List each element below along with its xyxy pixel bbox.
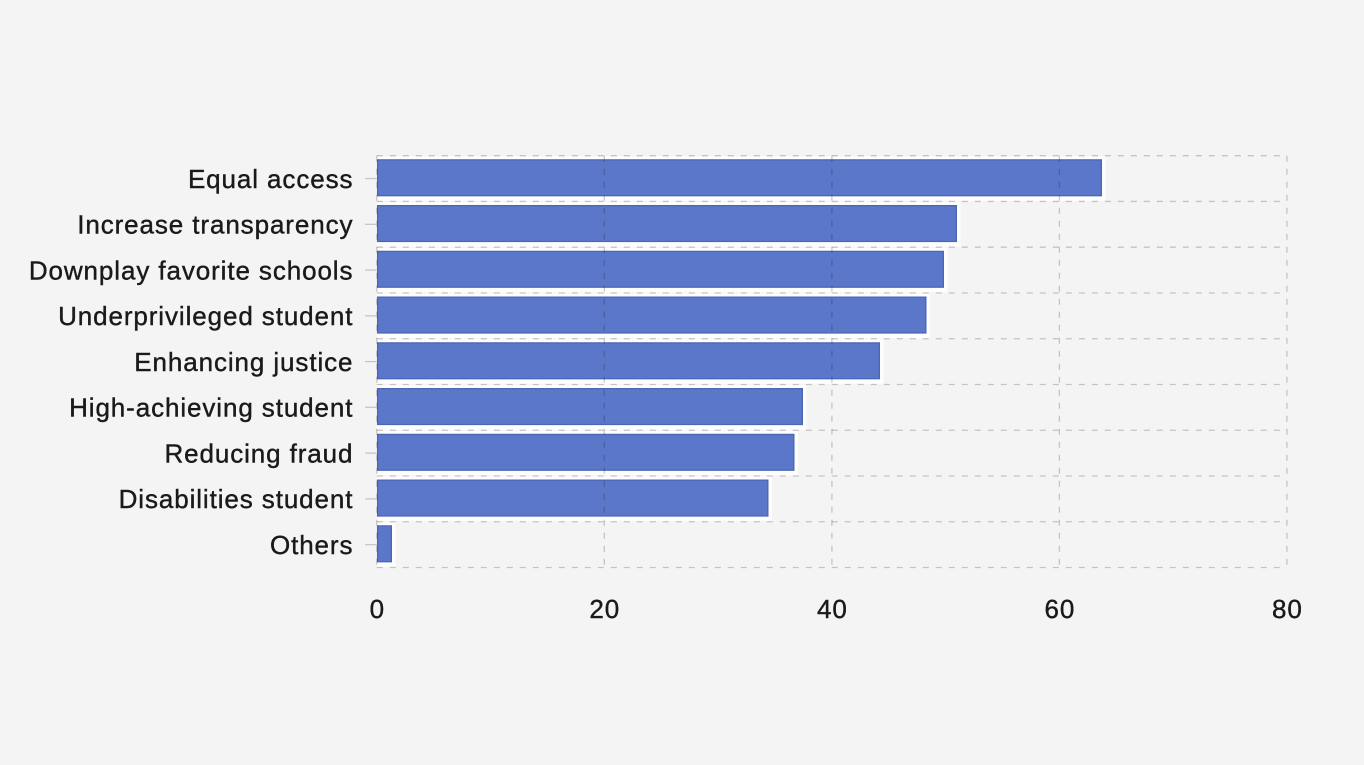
- svg-text:Increase transparency: Increase transparency: [77, 210, 353, 240]
- svg-text:40: 40: [817, 594, 848, 624]
- svg-text:Downplay favorite schools: Downplay favorite schools: [29, 255, 354, 285]
- svg-text:Disabilities student: Disabilities student: [119, 484, 354, 514]
- svg-text:Equal access: Equal access: [188, 164, 353, 194]
- svg-text:Others: Others: [270, 530, 353, 560]
- svg-text:20: 20: [589, 594, 620, 624]
- svg-text:60: 60: [1044, 594, 1075, 624]
- svg-text:Reducing fraud: Reducing fraud: [164, 438, 353, 468]
- svg-text:0: 0: [370, 594, 385, 624]
- svg-text:High-achieving student: High-achieving student: [69, 393, 353, 423]
- svg-text:80: 80: [1272, 594, 1303, 624]
- svg-text:Enhancing justice: Enhancing justice: [134, 347, 353, 377]
- svg-text:Underprivileged student: Underprivileged student: [58, 301, 353, 331]
